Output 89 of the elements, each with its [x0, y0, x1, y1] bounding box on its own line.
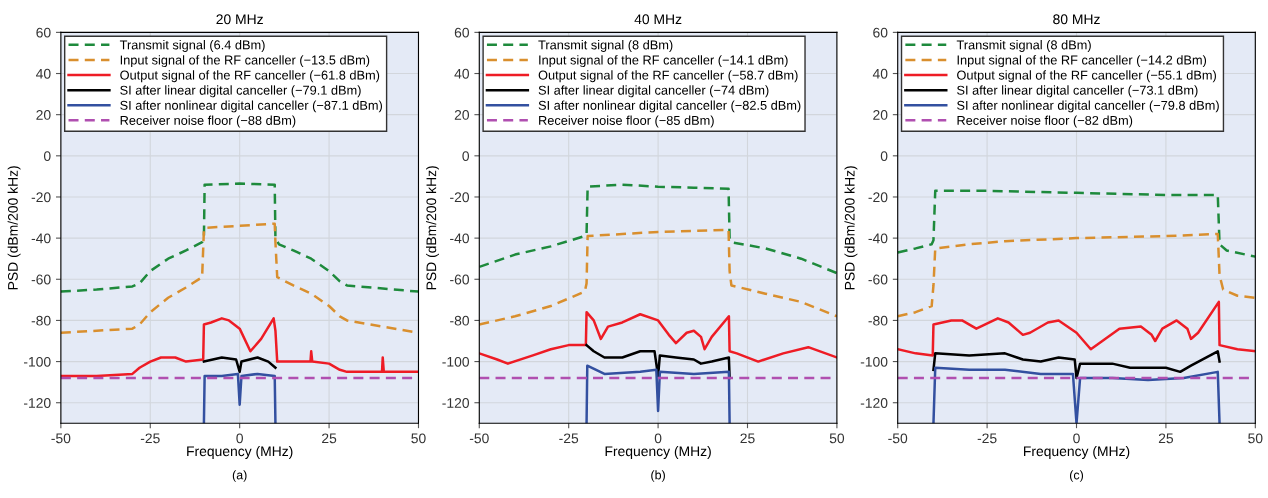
legend-label: Transmit signal (8 dBm): [538, 40, 673, 52]
x-tick-label: -50: [888, 433, 908, 444]
text: (c): [1070, 470, 1084, 482]
x-tick-label: -50: [469, 433, 489, 444]
x-tick-label: 50: [829, 433, 845, 444]
chart-title: 20 MHz: [216, 14, 263, 25]
y-tick-label: -60: [868, 274, 888, 285]
y-tick-label: -40: [31, 233, 51, 244]
legend-label: Receiver noise floor (−85 dBm): [539, 115, 714, 128]
legend-label: Input signal of the RF canceller (−13.5 dBm): [120, 55, 370, 68]
x-tick-label: -25: [559, 433, 579, 444]
line-series: [479, 228, 837, 326]
x-tick-label: 50: [411, 433, 426, 444]
line-series: [60, 317, 419, 378]
line-series: [897, 189, 1256, 258]
y-tick-label: -100: [442, 356, 470, 367]
legend-label: Output signal of the RF canceller (−61.8 dBm): [120, 70, 380, 83]
y-axis-title: PSD (dBm/200 kHz): [7, 166, 21, 290]
y-tick-label: -120: [442, 398, 470, 408]
chart-title: 80 MHz: [1053, 14, 1100, 25]
y-tick-label: 40: [36, 68, 51, 79]
text: (b): [651, 470, 665, 482]
x-axis-title: Frequency (MHz): [187, 445, 293, 459]
y-tick-label: -100: [860, 356, 888, 367]
y-tick-label: 60: [873, 27, 888, 38]
y-tick-label: -80: [450, 315, 470, 326]
line-series: [585, 364, 731, 424]
x-tick-label: -50: [51, 433, 71, 444]
line-series: [60, 182, 419, 293]
y-tick-label: 40: [872, 68, 888, 79]
legend-label: Transmit signal (8 dBm): [956, 40, 1091, 52]
x-tick-label: -25: [977, 433, 997, 444]
legend-label: Input signal of the RF canceller (−14.2 dBm): [957, 55, 1207, 68]
legend-label: Output signal of the RF canceller (−58.7 dBm): [538, 70, 798, 83]
y-tick-label: -60: [31, 274, 51, 285]
y-tick-label: 40: [454, 68, 470, 79]
y-tick-label: -80: [868, 315, 888, 326]
y-tick-label: -80: [31, 315, 51, 326]
x-axis-title: Frequency (MHz): [605, 445, 711, 459]
legend-label: Receiver noise floor (−88 dBm): [120, 115, 296, 128]
y-tick-label: -40: [868, 233, 888, 244]
legend-label: Output signal of the RF canceller (−55.1 dBm): [957, 70, 1216, 83]
line-series: [202, 372, 277, 424]
line-series: [897, 232, 1256, 318]
y-tick-label: -60: [450, 274, 470, 285]
legend-label: SI after nonlinear digital canceller (−82.5 dBm): [538, 100, 801, 113]
y-tick-label: -40: [450, 233, 470, 244]
legend-label: SI after linear digital canceller (−79.1 dBm): [120, 85, 361, 98]
y-tick-label: 60: [36, 27, 51, 38]
y-tick-label: 60: [454, 27, 470, 38]
x-axis-title: Frequency (MHz): [1024, 445, 1130, 459]
line-series: [932, 350, 1221, 380]
line-series: [202, 356, 277, 374]
x-tick-label: 50: [1248, 433, 1263, 444]
legend-label: Transmit signal (6.4 dBm): [119, 40, 265, 52]
y-tick-label: -120: [860, 398, 888, 408]
y-axis-title: PSD (dBm/200 kHz): [844, 166, 858, 290]
legend-label: Receiver noise floor (−82 dBm): [957, 115, 1133, 128]
y-tick-label: 20: [36, 110, 51, 120]
text: (a): [232, 470, 247, 482]
legend-label: Input signal of the RF canceller (−14.1 dBm): [539, 55, 788, 68]
legend-label: SI after nonlinear digital canceller (−87.1 dBm): [120, 100, 382, 113]
y-tick-label: -100: [23, 356, 51, 367]
y-tick-label: 20: [873, 110, 888, 120]
legend-label: SI after linear digital canceller (−73.1 dBm): [957, 85, 1198, 98]
x-tick-label: 25: [1158, 433, 1174, 444]
x-tick-label: -25: [140, 433, 160, 444]
y-tick-label: 0: [880, 151, 888, 161]
x-tick-label: 25: [740, 433, 755, 444]
x-tick-label: 25: [322, 433, 337, 444]
legend-label: SI after nonlinear digital canceller (−79.8 dBm): [957, 100, 1219, 113]
y-tick-label: 0: [43, 151, 51, 161]
y-tick-label: -20: [868, 192, 888, 203]
line-series: [585, 343, 731, 380]
x-tick-label: 0: [1073, 433, 1080, 444]
line-series: [479, 310, 837, 365]
x-tick-label: 0: [236, 433, 243, 444]
y-tick-label: -20: [31, 192, 51, 203]
y-tick-label: -120: [23, 398, 51, 408]
legend-label: SI after linear digital canceller (−74 dBm): [538, 85, 769, 98]
chart-title: 40 MHz: [634, 14, 682, 25]
line-series: [897, 300, 1256, 357]
y-tick-label: 0: [462, 151, 470, 161]
line-series: [932, 366, 1221, 424]
y-tick-label: -20: [450, 192, 470, 203]
y-tick-label: 20: [454, 110, 470, 120]
y-axis-title: PSD (dBm/200 kHz): [426, 166, 439, 290]
line-series: [479, 183, 837, 275]
x-tick-label: 0: [654, 433, 662, 444]
